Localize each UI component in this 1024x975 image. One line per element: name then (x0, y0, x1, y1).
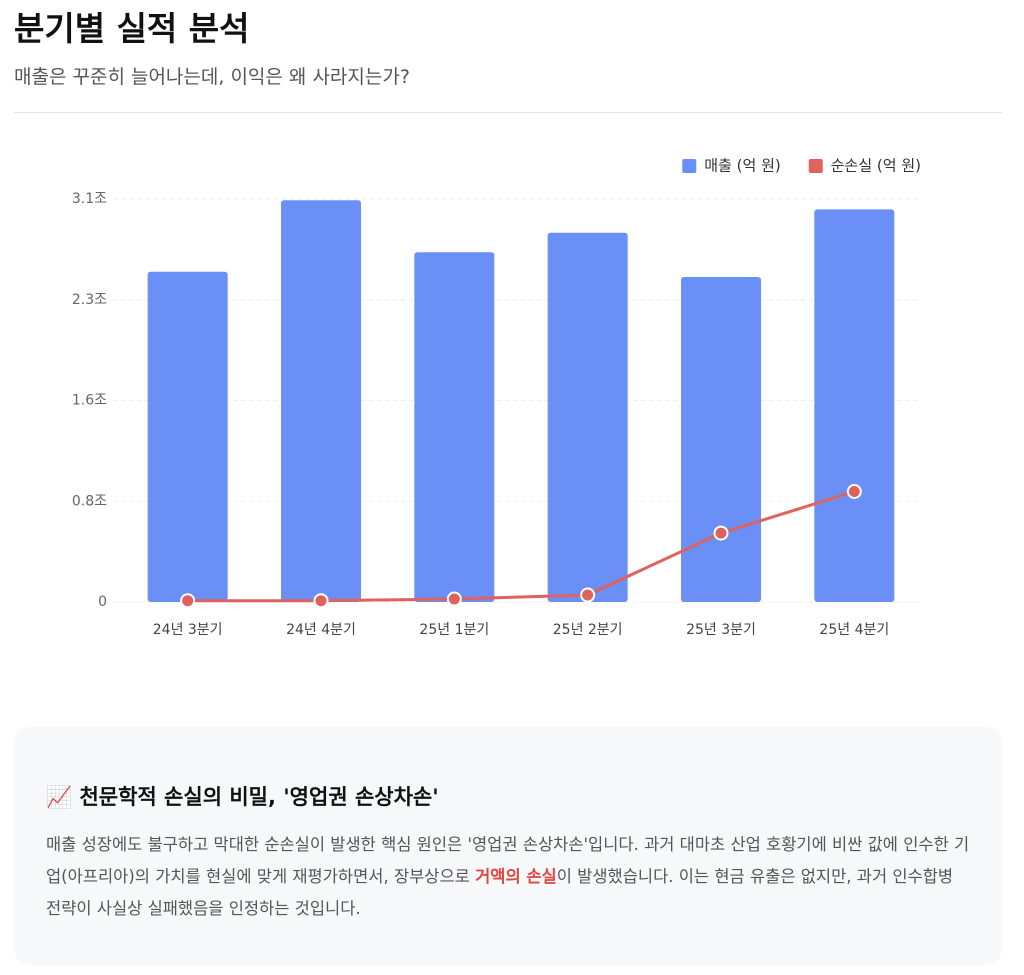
highlight: 거액의 손실 (475, 867, 557, 886)
chart: 0 0.8조 1.6조 2.3조 3.1조 24년 3분기 24년 4분기 25년 1분기 25… (72, 157, 921, 638)
point (313, 593, 329, 609)
bar (147, 271, 228, 602)
bar (547, 232, 628, 603)
y-tick-label: 1.6조 (72, 393, 107, 409)
point (713, 525, 729, 541)
divider (14, 112, 1002, 113)
y-tick-label: 0.8조 (72, 493, 107, 509)
page-title: 분기별 실적 분석 (14, 9, 250, 48)
page-subtitle: 매출은 꾸준히 늘어나는데, 이익은 왜 사라지는가? (14, 66, 410, 88)
legend-swatch (808, 159, 823, 173)
legend-label: 매출 (억 원) (704, 157, 780, 175)
bar (414, 252, 495, 603)
bar (814, 209, 895, 602)
point (580, 587, 596, 603)
x-tick-label: 25년 1분기 (419, 622, 489, 638)
legend-swatch (682, 159, 697, 173)
insight-card: 📈 천문학적 손실의 비밀, '영업권 손상차손' 매출 성장에도 불구하고 막… (14, 727, 1002, 965)
legend-label: 순손실 (억 원) (831, 157, 921, 175)
x-tick-label: 25년 4분기 (819, 622, 889, 638)
body-text: 매출 성장에도 불구하고 막대한 순손실이 발생한 핵심 원인은 '영업권 손상… (46, 835, 970, 886)
point (180, 593, 196, 609)
point (446, 591, 462, 607)
body-text: 이 발생했습니다. 이는 현금 유출은 없지만, 과거 인수합병 전략이 사실상… (46, 867, 954, 918)
bar (681, 277, 761, 602)
x-tick-label: 25년 3분기 (686, 622, 756, 638)
x-tick-label: 25년 2분기 (553, 622, 623, 638)
y-tick-label: 0 (98, 594, 107, 610)
x-tick-label: 24년 4분기 (286, 622, 356, 638)
x-tick-label: 24년 3분기 (153, 622, 223, 638)
y-tick-label: 2.3조 (72, 292, 107, 308)
bar (281, 200, 361, 603)
card-body: 매출 성장에도 불구하고 막대한 순손실이 발생한 핵심 원인은 '영업권 손상… (46, 829, 970, 925)
y-tick-label: 3.1조 (72, 191, 107, 207)
card-heading: 📈 천문학적 손실의 비밀, '영업권 손상차손' (46, 785, 439, 809)
line (187, 490, 855, 603)
point (846, 484, 862, 499)
